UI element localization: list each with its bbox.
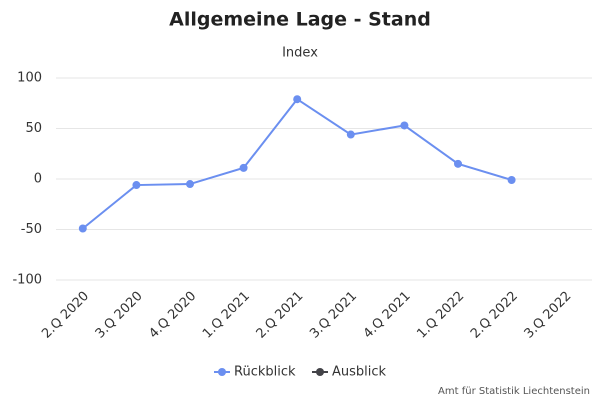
data-point	[346, 130, 355, 139]
data-point	[239, 163, 248, 172]
x-tick-label: 3.Q 2022	[522, 289, 575, 342]
credits: Amt für Statistik Liechtenstein	[438, 386, 590, 397]
data-point	[78, 224, 87, 233]
y-tick-label: -100	[12, 273, 42, 288]
x-tick-label: 3.Q 2020	[93, 289, 146, 342]
data-point	[400, 121, 409, 130]
legend-label: Ausblick	[332, 365, 387, 380]
x-tick-label: 1.Q 2021	[200, 289, 253, 342]
data-point	[132, 181, 141, 190]
x-tick-label: 2.Q 2020	[39, 289, 92, 342]
data-point	[293, 95, 302, 104]
chart-subtitle: Index	[282, 46, 318, 61]
y-tick-label: 100	[17, 71, 42, 86]
y-tick-label: 0	[34, 172, 42, 187]
x-tick-label: 2.Q 2021	[254, 289, 307, 342]
x-tick-label: 4.Q 2020	[146, 289, 199, 342]
y-tick-label: 50	[25, 121, 42, 136]
x-tick-label: 4.Q 2021	[361, 289, 414, 342]
x-tick-label: 1.Q 2022	[414, 289, 467, 342]
data-point	[454, 159, 462, 168]
legend-marker	[218, 368, 226, 376]
data-point	[507, 176, 516, 185]
y-tick-label: -50	[21, 222, 42, 237]
chart-title: Allgemeine Lage - Stand	[169, 9, 431, 31]
series-line	[82, 97, 512, 230]
data-point	[186, 180, 194, 189]
legend-marker	[316, 368, 324, 376]
x-tick-label: 2.Q 2022	[468, 289, 521, 342]
x-tick-label: 3.Q 2021	[307, 289, 360, 342]
legend-label: Rückblick	[234, 365, 296, 380]
